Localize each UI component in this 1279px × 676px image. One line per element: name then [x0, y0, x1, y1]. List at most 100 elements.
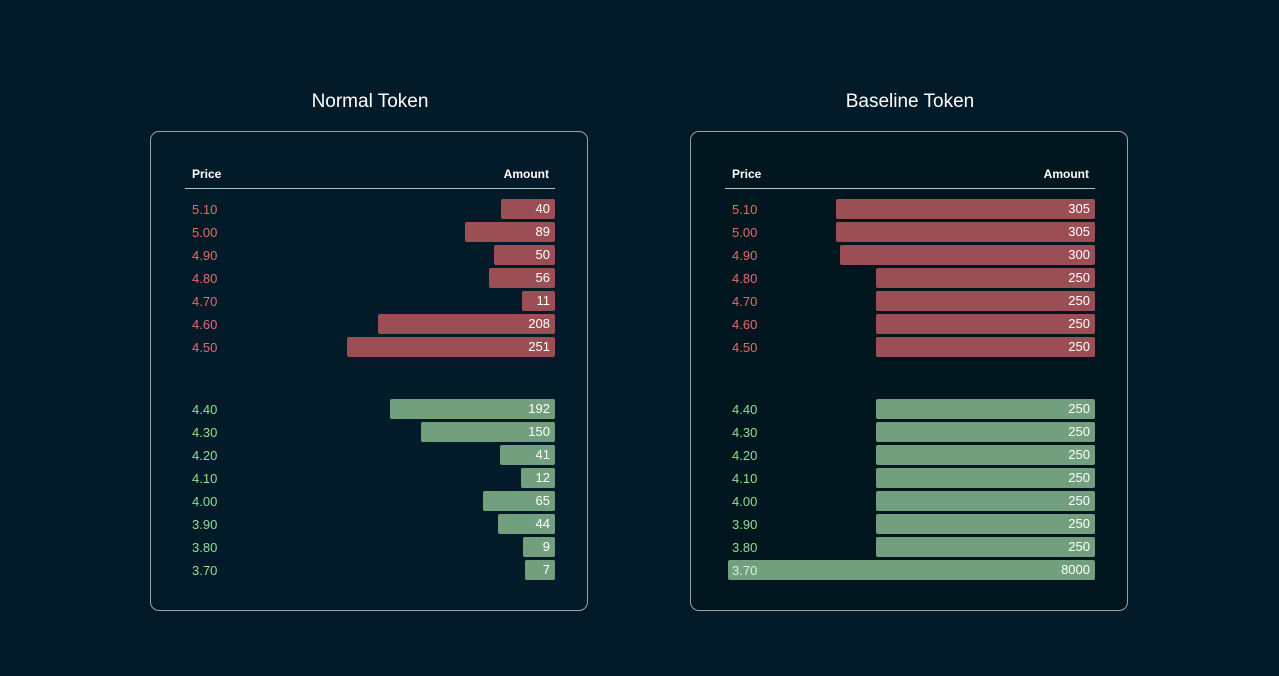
bid-row: 4.30 150: [185, 422, 555, 442]
ask-bar: [876, 291, 1095, 311]
price-label: 4.40: [192, 402, 218, 417]
amount-label: 65: [535, 493, 550, 508]
amount-label: 250: [1068, 339, 1090, 354]
amount-label: 8000: [1061, 562, 1090, 577]
bid-row: 4.10 12: [185, 468, 555, 488]
price-label: 5.00: [192, 225, 218, 240]
bid-row: 3.70 7: [185, 560, 555, 580]
price-label: 4.90: [732, 248, 758, 263]
price-label: 4.50: [192, 340, 218, 355]
price-label: 3.90: [732, 517, 758, 532]
price-column-header: Price: [192, 167, 222, 181]
amount-label: 11: [536, 293, 551, 308]
price-label: 4.60: [192, 317, 218, 332]
order-book-panel: Price Amount 5.10 305 5.00 305 4.90 300 4.80 25…: [690, 131, 1128, 611]
bid-row: 4.00 65: [185, 491, 555, 511]
price-label: 4.20: [732, 448, 758, 463]
amount-label: 250: [1068, 470, 1090, 485]
ask-row: 4.70 250: [725, 291, 1095, 311]
ask-bar: [876, 337, 1095, 357]
amount-label: 305: [1068, 201, 1090, 216]
amount-label: 50: [535, 247, 550, 262]
price-label: 4.20: [192, 448, 218, 463]
amount-label: 7: [542, 562, 550, 577]
amount-label: 56: [535, 270, 550, 285]
amount-label: 9: [542, 539, 550, 554]
amount-label: 250: [1068, 401, 1090, 416]
price-label: 4.10: [192, 471, 218, 486]
bid-row: 4.30 250: [725, 422, 1095, 442]
ask-row: 5.00 89: [185, 222, 555, 242]
ask-row: 4.60 250: [725, 314, 1095, 334]
ask-row: 4.50 251: [185, 337, 555, 357]
amount-column-header: Amount: [503, 167, 549, 181]
price-label: 4.50: [732, 340, 758, 355]
amount-label: 41: [535, 447, 550, 462]
bid-bar: [876, 445, 1095, 465]
ask-bar: [876, 314, 1095, 334]
table-header: Price Amount: [185, 166, 555, 189]
ask-row: 4.80 250: [725, 268, 1095, 288]
price-label: 3.70: [732, 563, 758, 578]
amount-label: 44: [535, 516, 550, 531]
price-label: 4.90: [192, 248, 218, 263]
chart-title: Normal Token: [311, 91, 429, 112]
ask-bar: [378, 314, 555, 334]
price-label: 3.80: [732, 540, 758, 555]
ask-row: 5.10 40: [185, 199, 555, 219]
bid-bar: [876, 537, 1095, 557]
ask-row: 4.80 56: [185, 268, 555, 288]
bid-row: 4.20 41: [185, 445, 555, 465]
price-label: 4.60: [732, 317, 758, 332]
order-book-rows: 5.10 305 5.00 305 4.90 300 4.80 250 4.70 250 4.60 2…: [725, 132, 1095, 610]
bid-row: 4.10 250: [725, 468, 1095, 488]
price-column-header: Price: [732, 167, 762, 181]
bid-bar: [482, 491, 555, 511]
bid-row: 3.90 250: [725, 514, 1095, 534]
normal-token-chart: Normal Token Price Amount 5.10 40 5.00 89 4.…: [150, 88, 590, 611]
ask-bar: [521, 291, 555, 311]
price-label: 5.10: [732, 202, 758, 217]
bid-bar: [521, 468, 555, 488]
bid-row: 3.80 9: [185, 537, 555, 557]
ask-row: 4.60 208: [185, 314, 555, 334]
ask-row: 4.90 50: [185, 245, 555, 265]
price-label: 4.00: [732, 494, 758, 509]
amount-label: 251: [528, 339, 550, 354]
amount-label: 300: [1068, 247, 1090, 262]
amount-label: 192: [528, 401, 550, 416]
price-label: 3.80: [192, 540, 218, 555]
ask-bar: [836, 222, 1095, 242]
ask-row: 4.70 11: [185, 291, 555, 311]
ask-row: 5.00 305: [725, 222, 1095, 242]
ask-bar: [836, 199, 1095, 219]
bid-bar: [389, 399, 555, 419]
ask-row: 4.90 300: [725, 245, 1095, 265]
price-label: 4.00: [192, 494, 218, 509]
price-label: 4.30: [192, 425, 218, 440]
bid-bar: [420, 422, 555, 442]
amount-label: 208: [528, 316, 550, 331]
amount-label: 89: [535, 224, 550, 239]
ask-bar: [876, 268, 1095, 288]
price-label: 4.70: [192, 294, 218, 309]
bid-bar: [497, 514, 555, 534]
bid-bar: [876, 491, 1095, 511]
ask-bar: [500, 199, 555, 219]
price-label: 5.10: [192, 202, 218, 217]
order-book-panel: Price Amount 5.10 40 5.00 89 4.90 50 4.80 56 4.7…: [150, 131, 588, 611]
price-label: 4.30: [732, 425, 758, 440]
price-label: 4.40: [732, 402, 758, 417]
ask-bar: [465, 222, 555, 242]
bid-bar: [876, 468, 1095, 488]
ask-bar: [493, 245, 555, 265]
bid-row: 4.40 250: [725, 399, 1095, 419]
bid-bar: [876, 514, 1095, 534]
price-label: 3.90: [192, 517, 218, 532]
amount-label: 250: [1068, 539, 1090, 554]
bid-row: 3.80 250: [725, 537, 1095, 557]
ask-bar: [489, 268, 555, 288]
amount-label: 40: [535, 201, 550, 216]
ask-row: 4.50 250: [725, 337, 1095, 357]
bid-bar: [876, 422, 1095, 442]
